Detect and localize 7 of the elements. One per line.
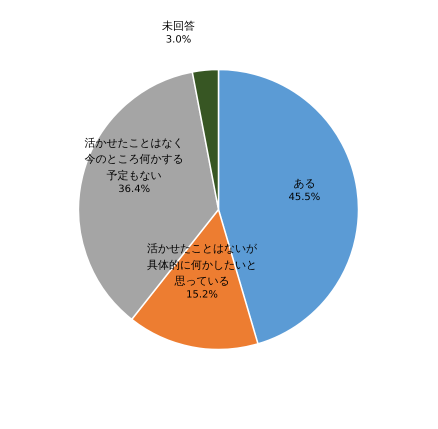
slice-label: 未回答 (162, 20, 195, 32)
data-label: 3.0% (166, 34, 192, 46)
slice-label: ある (293, 177, 316, 190)
data-label: 45.5% (288, 192, 320, 204)
data-label: 15.2% (186, 290, 218, 301)
slice-label: 活かせたことはなく今のところ何かする予定もない (84, 136, 184, 182)
data-label: 36.4% (118, 184, 150, 195)
